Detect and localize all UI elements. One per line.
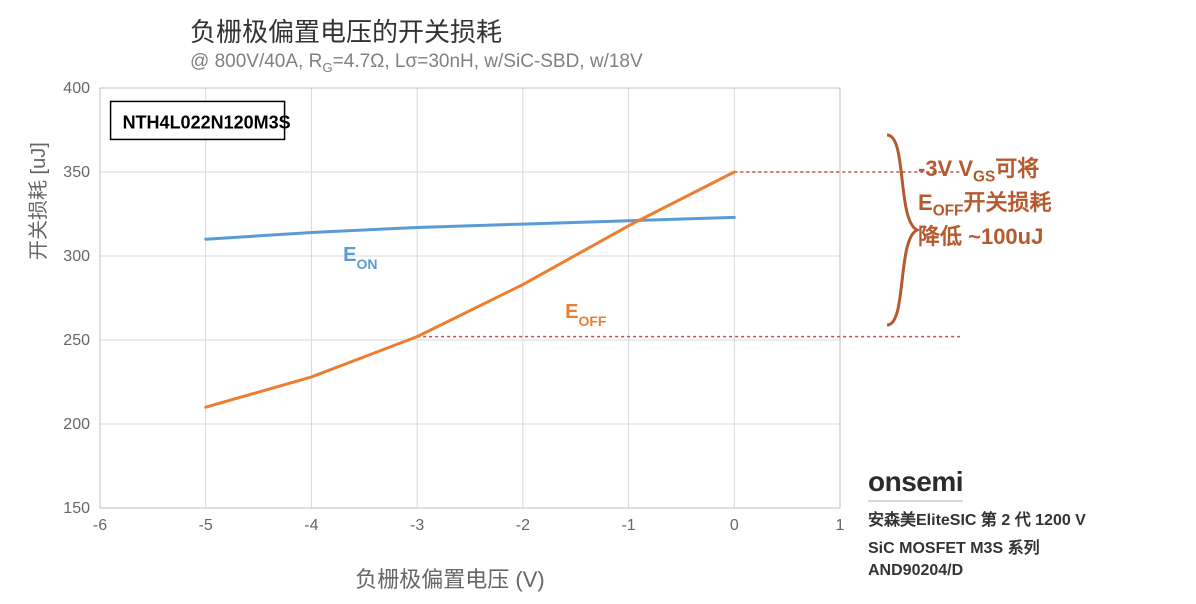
x-tick-label: -5 — [199, 517, 213, 534]
footer-block: onsemi 安森美EliteSIC 第 2 代 1200 V SiC MOSF… — [868, 466, 1168, 580]
x-tick-label: -3 — [410, 517, 424, 534]
y-tick-label: 200 — [63, 416, 90, 433]
callout-brace — [882, 130, 922, 330]
callout-text: -3V VGS可将 EOFF开关损耗 降低 ~100uJ — [918, 154, 1168, 253]
plot-svg: -6-5-4-3-2-101150200250300350400EONEOFFN… — [100, 88, 840, 508]
footer-line-2: SiC MOSFET M3S 系列 — [868, 534, 1168, 558]
chart-subtitle: @ 800V/40A, RG=4.7Ω, Lσ=30nH, w/SiC-SBD,… — [190, 51, 790, 75]
y-tick-label: 300 — [63, 248, 90, 265]
x-tick-label: -1 — [621, 517, 635, 534]
x-tick-label: -4 — [304, 517, 318, 534]
part-number-label: NTH4L022N120M3S — [123, 112, 291, 132]
brand-logo: onsemi — [868, 466, 963, 502]
x-tick-label: -6 — [93, 517, 107, 534]
y-axis-label: 开关损耗 [uJ] — [22, 142, 51, 260]
callout-line-2: EOFF开关损耗 — [918, 188, 1168, 222]
callout-line-3: 降低 ~100uJ — [918, 222, 1168, 253]
y-tick-label: 150 — [63, 500, 90, 517]
chart-title: 负栅极偏置电压的开关损耗 — [190, 12, 790, 49]
y-tick-label: 350 — [63, 164, 90, 181]
footer-line-1: 安森美EliteSIC 第 2 代 1200 V — [868, 506, 1168, 530]
plot: -6-5-4-3-2-101150200250300350400EONEOFFN… — [100, 88, 840, 508]
y-tick-label: 250 — [63, 332, 90, 349]
x-tick-label: 1 — [836, 517, 845, 534]
title-block: 负栅极偏置电压的开关损耗 @ 800V/40A, RG=4.7Ω, Lσ=30n… — [190, 12, 790, 75]
callout-line-1: -3V VGS可将 — [918, 154, 1168, 188]
x-tick-label: 0 — [730, 517, 739, 534]
y-tick-label: 400 — [63, 80, 90, 97]
footer-line-3: AND90204/D — [868, 562, 1168, 580]
chart-area: 开关损耗 [uJ] -6-5-4-3-2-1011502002503003504… — [40, 80, 860, 590]
x-tick-label: -2 — [516, 517, 530, 534]
x-axis-label: 负栅极偏置电压 (V) — [40, 562, 860, 594]
